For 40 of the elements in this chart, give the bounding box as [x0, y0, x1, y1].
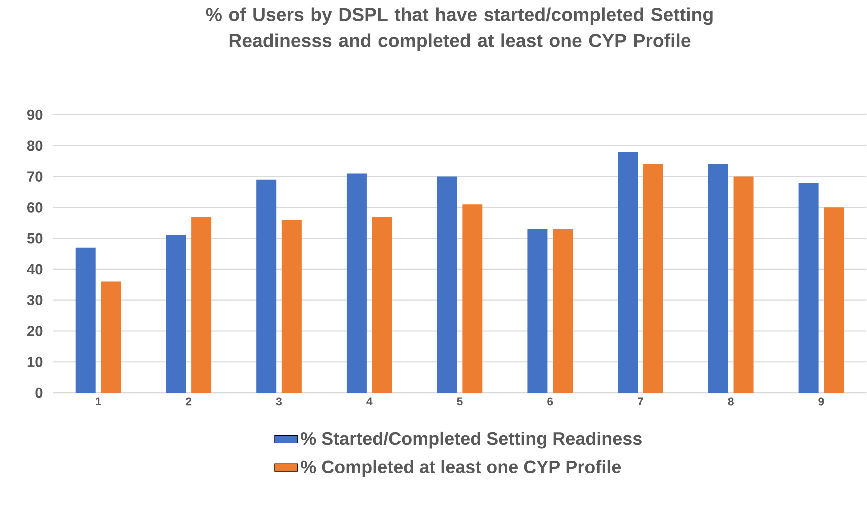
bar [166, 235, 186, 393]
y-tick-label: 80 [27, 140, 43, 152]
y-tick-label: 90 [27, 110, 43, 120]
bar [192, 216, 212, 393]
y-tick-label: 60 [28, 202, 43, 213]
legend-label: % Completed at least one CYP Profile [301, 460, 622, 478]
x-tick-label: 4 [366, 398, 373, 406]
legend-label: % Started/Completed Setting Readiness [301, 432, 642, 449]
x-tick-label: 1 [96, 398, 102, 406]
bar [734, 176, 754, 393]
x-tick-label: 3 [276, 398, 282, 406]
bar [553, 229, 574, 393]
y-tick-label: 10 [28, 356, 43, 368]
bar [824, 208, 844, 393]
y-tick-label: 30 [27, 295, 43, 306]
bar [256, 180, 277, 393]
x-tick-label: 6 [548, 398, 554, 406]
x-tick-label: 9 [818, 398, 824, 406]
bar [643, 164, 664, 393]
bar [372, 216, 392, 393]
x-tick-label: 5 [457, 398, 463, 406]
chart-title: % of Users by DSPL that have started/completed Setting Readinesss and completed at least one CYP Profile [206, 8, 713, 52]
bar [528, 229, 548, 393]
y-tick-label: 0 [36, 388, 43, 398]
bar [76, 248, 96, 393]
bar [437, 176, 458, 393]
y-tick-label: 20 [27, 326, 43, 336]
bar [282, 220, 302, 393]
y-tick-label: 40 [27, 264, 43, 275]
bar [101, 282, 122, 393]
bar [618, 152, 638, 393]
bar [462, 204, 483, 393]
y-tick-label: 50 [27, 233, 43, 244]
y-tick-label: 70 [28, 172, 43, 182]
x-tick-label: 2 [186, 398, 192, 406]
bar [708, 164, 728, 393]
bar [798, 182, 819, 393]
x-tick-label: 8 [728, 398, 734, 406]
bar [346, 174, 367, 393]
x-tick-label: 7 [638, 398, 644, 406]
